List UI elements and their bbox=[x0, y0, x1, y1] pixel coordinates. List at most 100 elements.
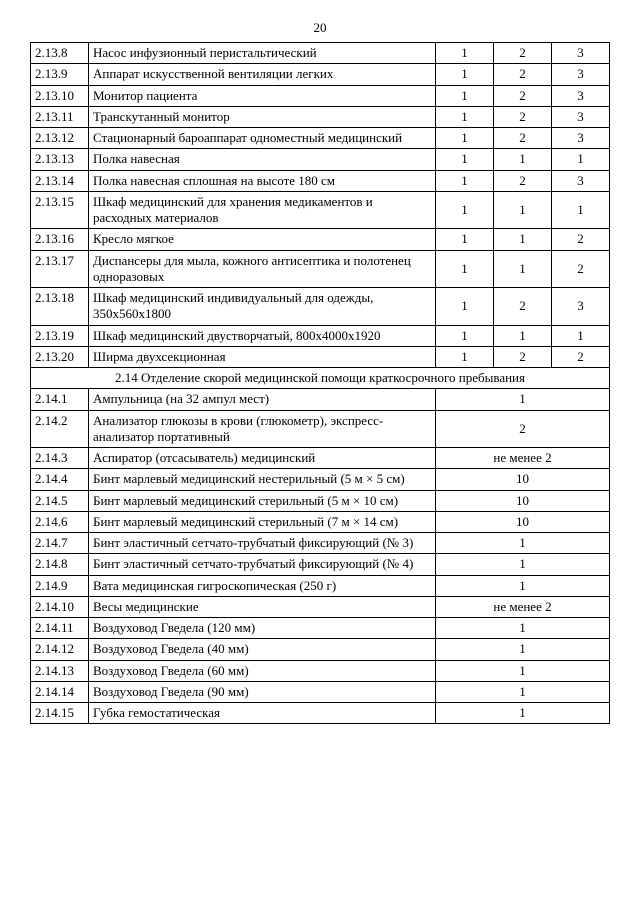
row-value: 1 bbox=[436, 229, 494, 250]
row-merged-value: 1 bbox=[436, 389, 610, 410]
row-value: 1 bbox=[436, 170, 494, 191]
row-number: 2.14.5 bbox=[31, 490, 89, 511]
row-number: 2.13.9 bbox=[31, 64, 89, 85]
row-value: 2 bbox=[552, 250, 610, 288]
table-row: 2.14.10Весы медицинскиене менее 2 bbox=[31, 596, 610, 617]
row-number: 2.13.16 bbox=[31, 229, 89, 250]
row-number: 2.13.14 bbox=[31, 170, 89, 191]
row-merged-value: не менее 2 bbox=[436, 448, 610, 469]
row-number: 2.14.10 bbox=[31, 596, 89, 617]
row-value: 1 bbox=[436, 64, 494, 85]
row-description: Ширма двухсекционная bbox=[89, 346, 436, 367]
row-number: 2.13.13 bbox=[31, 149, 89, 170]
row-value: 1 bbox=[436, 325, 494, 346]
row-description: Воздуховод Гведела (40 мм) bbox=[89, 639, 436, 660]
table-row: 2.14.4Бинт марлевый медицинский нестерил… bbox=[31, 469, 610, 490]
row-number: 2.13.17 bbox=[31, 250, 89, 288]
row-description: Шкаф медицинский двустворчатый, 800х4000… bbox=[89, 325, 436, 346]
row-value: 1 bbox=[436, 149, 494, 170]
row-number: 2.14.13 bbox=[31, 660, 89, 681]
row-merged-value: 2 bbox=[436, 410, 610, 448]
row-value: 1 bbox=[436, 191, 494, 229]
table-row: 2.14.1Ампульница (на 32 ампул мест)1 bbox=[31, 389, 610, 410]
row-value: 3 bbox=[552, 43, 610, 64]
table-row: 2.14.3Аспиратор (отсасыватель) медицинск… bbox=[31, 448, 610, 469]
row-description: Воздуховод Гведела (90 мм) bbox=[89, 681, 436, 702]
row-merged-value: 1 bbox=[436, 639, 610, 660]
row-description: Стационарный бароаппарат одноместный мед… bbox=[89, 128, 436, 149]
row-number: 2.14.6 bbox=[31, 511, 89, 532]
row-description: Бинт марлевый медицинский стерильный (7 … bbox=[89, 511, 436, 532]
table-row: 2.14.8Бинт эластичный сетчато-трубчатый … bbox=[31, 554, 610, 575]
table-row: 2.13.12Стационарный бароаппарат одномест… bbox=[31, 128, 610, 149]
table-row: 2.13.8Насос инфузионный перистальтически… bbox=[31, 43, 610, 64]
row-description: Полка навесная сплошная на высоте 180 см bbox=[89, 170, 436, 191]
row-value: 2 bbox=[494, 64, 552, 85]
section-title-row: 2.14 Отделение скорой медицинской помощи… bbox=[31, 368, 610, 389]
row-description: Воздуховод Гведела (60 мм) bbox=[89, 660, 436, 681]
row-value: 1 bbox=[436, 346, 494, 367]
row-merged-value: 1 bbox=[436, 703, 610, 724]
row-description: Насос инфузионный перистальтический bbox=[89, 43, 436, 64]
row-description: Губка гемостатическая bbox=[89, 703, 436, 724]
table-row: 2.13.19Шкаф медицинский двустворчатый, 8… bbox=[31, 325, 610, 346]
row-description: Аппарат искусственной вентиляции легких bbox=[89, 64, 436, 85]
row-value: 1 bbox=[494, 191, 552, 229]
row-value: 2 bbox=[494, 346, 552, 367]
row-value: 1 bbox=[436, 128, 494, 149]
row-description: Воздуховод Гведела (120 мм) bbox=[89, 618, 436, 639]
row-number: 2.13.15 bbox=[31, 191, 89, 229]
table-row: 2.13.10Монитор пациента123 bbox=[31, 85, 610, 106]
row-value: 1 bbox=[436, 250, 494, 288]
table-row: 2.13.15Шкаф медицинский для хранения мед… bbox=[31, 191, 610, 229]
table-row: 2.14.9Вата медицинская гигроскопическая … bbox=[31, 575, 610, 596]
row-description: Бинт эластичный сетчато-трубчатый фиксир… bbox=[89, 554, 436, 575]
row-merged-value: 1 bbox=[436, 533, 610, 554]
row-value: 2 bbox=[494, 128, 552, 149]
table-row: 2.14.13Воздуховод Гведела (60 мм)1 bbox=[31, 660, 610, 681]
row-value: 1 bbox=[552, 325, 610, 346]
row-number: 2.14.9 bbox=[31, 575, 89, 596]
row-value: 1 bbox=[494, 250, 552, 288]
table-row: 2.14.11Воздуховод Гведела (120 мм)1 bbox=[31, 618, 610, 639]
row-number: 2.14.3 bbox=[31, 448, 89, 469]
row-description: Весы медицинские bbox=[89, 596, 436, 617]
row-number: 2.13.20 bbox=[31, 346, 89, 367]
row-value: 2 bbox=[552, 229, 610, 250]
row-merged-value: 1 bbox=[436, 575, 610, 596]
table-row: 2.14.14Воздуховод Гведела (90 мм)1 bbox=[31, 681, 610, 702]
row-value: 2 bbox=[494, 43, 552, 64]
row-description: Шкаф медицинский индивидуальный для одеж… bbox=[89, 288, 436, 326]
row-number: 2.13.11 bbox=[31, 106, 89, 127]
table-row: 2.13.17Диспансеры для мыла, кожного анти… bbox=[31, 250, 610, 288]
row-merged-value: 10 bbox=[436, 469, 610, 490]
row-number: 2.14.4 bbox=[31, 469, 89, 490]
table-row: 2.13.18Шкаф медицинский индивидуальный д… bbox=[31, 288, 610, 326]
table-row: 2.13.11Транскутанный монитор123 bbox=[31, 106, 610, 127]
row-number: 2.14.7 bbox=[31, 533, 89, 554]
row-description: Бинт марлевый медицинский стерильный (5 … bbox=[89, 490, 436, 511]
row-merged-value: 1 bbox=[436, 681, 610, 702]
row-merged-value: 1 bbox=[436, 554, 610, 575]
row-merged-value: не менее 2 bbox=[436, 596, 610, 617]
row-description: Полка навесная bbox=[89, 149, 436, 170]
row-value: 2 bbox=[494, 85, 552, 106]
row-value: 3 bbox=[552, 85, 610, 106]
row-description: Ампульница (на 32 ампул мест) bbox=[89, 389, 436, 410]
row-value: 1 bbox=[494, 229, 552, 250]
row-value: 3 bbox=[552, 128, 610, 149]
row-value: 3 bbox=[552, 288, 610, 326]
row-number: 2.13.18 bbox=[31, 288, 89, 326]
table-row: 2.14.15Губка гемостатическая1 bbox=[31, 703, 610, 724]
table-row: 2.14.7Бинт эластичный сетчато-трубчатый … bbox=[31, 533, 610, 554]
row-value: 1 bbox=[552, 149, 610, 170]
row-merged-value: 10 bbox=[436, 490, 610, 511]
row-description: Транскутанный монитор bbox=[89, 106, 436, 127]
row-description: Бинт эластичный сетчато-трубчатый фиксир… bbox=[89, 533, 436, 554]
table-row: 2.14.6Бинт марлевый медицинский стерильн… bbox=[31, 511, 610, 532]
row-number: 2.13.10 bbox=[31, 85, 89, 106]
row-merged-value: 1 bbox=[436, 618, 610, 639]
row-description: Вата медицинская гигроскопическая (250 г… bbox=[89, 575, 436, 596]
row-description: Диспансеры для мыла, кожного антисептика… bbox=[89, 250, 436, 288]
row-value: 1 bbox=[436, 106, 494, 127]
